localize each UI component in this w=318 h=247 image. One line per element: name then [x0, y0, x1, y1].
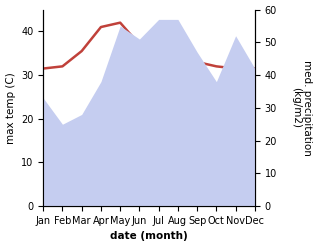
- X-axis label: date (month): date (month): [110, 231, 188, 242]
- Y-axis label: med. precipitation
(kg/m2): med. precipitation (kg/m2): [291, 60, 313, 156]
- Y-axis label: max temp (C): max temp (C): [5, 72, 16, 144]
